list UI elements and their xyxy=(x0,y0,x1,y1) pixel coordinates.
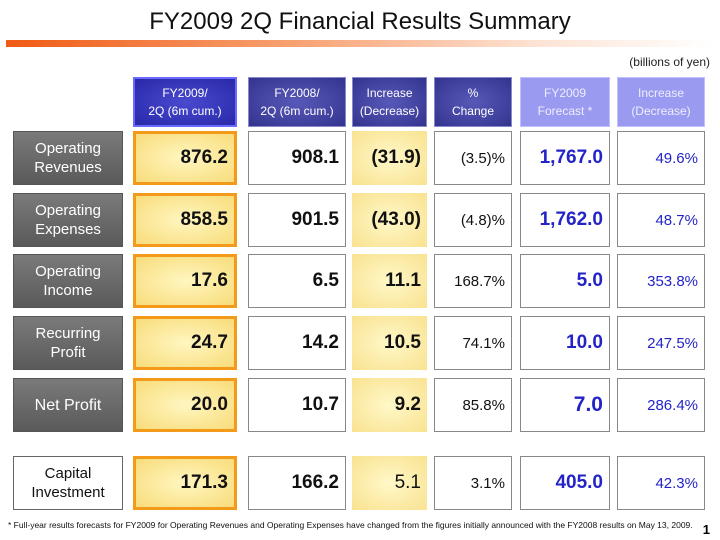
value-cell: (4.8)% xyxy=(434,193,512,247)
value-cell: (3.5)% xyxy=(434,131,512,185)
value-cell: (43.0) xyxy=(352,193,427,247)
header-line: (Decrease) xyxy=(359,104,420,118)
header-line: 2Q (6m cum.) xyxy=(148,104,222,118)
label-line: Income xyxy=(43,282,93,299)
label-line: Operating xyxy=(35,202,101,219)
value-cell: 171.3 xyxy=(133,456,237,510)
value-cell: 74.1% xyxy=(434,316,512,370)
label-line: Net Profit xyxy=(34,396,102,414)
title-underline xyxy=(6,40,714,47)
value-cell: 6.5 xyxy=(248,254,346,308)
header-line: FY2009/ xyxy=(162,86,208,100)
column-header: % Change xyxy=(434,77,512,127)
header-line: Increase xyxy=(366,86,413,100)
value-cell: 20.0 xyxy=(133,378,237,432)
value-cell: 9.2 xyxy=(352,378,427,432)
column-header: FY2008/2Q (6m cum.) xyxy=(248,77,346,127)
row-label: Net Profit xyxy=(13,378,123,432)
value-cell: (31.9) xyxy=(352,131,427,185)
header-line: 2Q (6m cum.) xyxy=(260,104,334,118)
label-line: Recurring xyxy=(35,325,101,342)
row-label: Recurring Profit xyxy=(13,316,123,370)
header-line: % xyxy=(467,86,479,100)
value-cell: 24.7 xyxy=(133,316,237,370)
value-cell: 901.5 xyxy=(248,193,346,247)
value-cell: 166.2 xyxy=(248,456,346,510)
value-cell: 10.7 xyxy=(248,378,346,432)
value-cell: 7.0 xyxy=(520,378,610,432)
value-cell: 17.6 xyxy=(133,254,237,308)
header-line: Change xyxy=(451,104,495,118)
label-line: Capital xyxy=(44,465,92,482)
value-cell: 405.0 xyxy=(520,456,610,510)
value-cell: 908.1 xyxy=(248,131,346,185)
value-cell: 49.6% xyxy=(617,131,705,185)
header-line: Forecast * xyxy=(537,104,593,118)
row-label: Operating Income xyxy=(13,254,123,308)
column-header: Increase (Decrease) xyxy=(617,77,705,127)
value-cell: 168.7% xyxy=(434,254,512,308)
value-cell: 10.5 xyxy=(352,316,427,370)
value-cell: 11.1 xyxy=(352,254,427,308)
page-number: 1 xyxy=(702,522,710,537)
value-cell: 353.8% xyxy=(617,254,705,308)
header-line: (Decrease) xyxy=(631,104,691,118)
value-cell: 876.2 xyxy=(133,131,237,185)
row-label: Operating Expenses xyxy=(13,193,123,247)
header-line: Increase xyxy=(637,86,685,100)
value-cell: 5.1 xyxy=(352,456,427,510)
column-header: FY2009 Forecast * xyxy=(520,77,610,127)
value-cell: 85.8% xyxy=(434,378,512,432)
value-cell: 247.5% xyxy=(617,316,705,370)
value-cell: 3.1% xyxy=(434,456,512,510)
header-line: FY2008/ xyxy=(274,86,320,100)
header-line: FY2009 xyxy=(543,86,587,100)
label-line: Investment xyxy=(31,484,105,501)
row-label: Operating Revenues xyxy=(13,131,123,185)
value-cell: 286.4% xyxy=(617,378,705,432)
page-title: FY2009 2Q Financial Results Summary xyxy=(149,8,571,35)
footnote: * Full-year results forecasts for FY2009… xyxy=(8,520,693,530)
label-line: Revenues xyxy=(34,159,102,176)
value-cell: 10.0 xyxy=(520,316,610,370)
unit-label: (billions of yen) xyxy=(629,55,710,69)
value-cell: 5.0 xyxy=(520,254,610,308)
label-line: Operating xyxy=(35,140,101,157)
column-header: FY2009/2Q (6m cum.) xyxy=(133,77,237,127)
column-header: Increase (Decrease) xyxy=(352,77,427,127)
value-cell: 1,762.0 xyxy=(520,193,610,247)
value-cell: 858.5 xyxy=(133,193,237,247)
label-line: Expenses xyxy=(35,221,101,238)
value-cell: 1,767.0 xyxy=(520,131,610,185)
value-cell: 14.2 xyxy=(248,316,346,370)
value-cell: 48.7% xyxy=(617,193,705,247)
row-label: Capital Investment xyxy=(13,456,123,510)
label-line: Profit xyxy=(50,344,86,361)
value-cell: 42.3% xyxy=(617,456,705,510)
label-line: Operating xyxy=(35,263,101,280)
